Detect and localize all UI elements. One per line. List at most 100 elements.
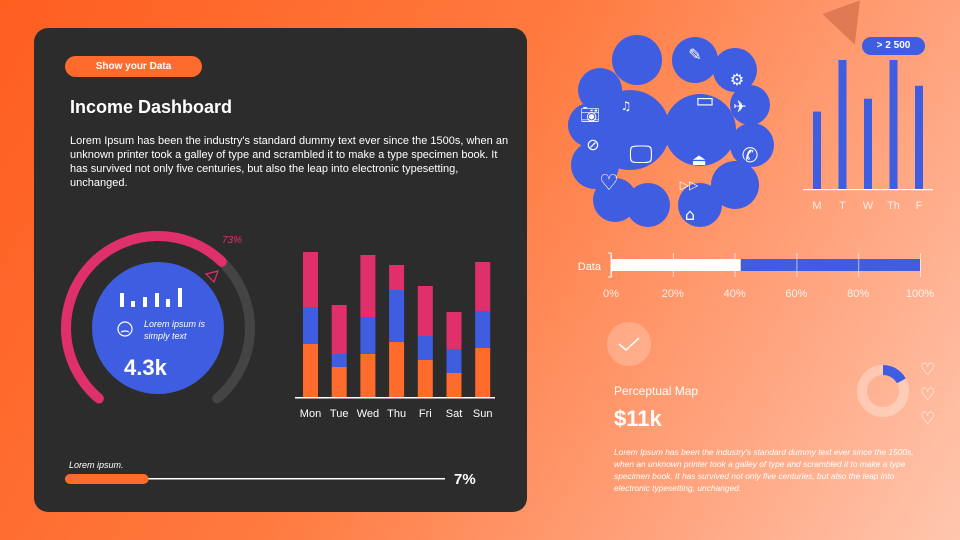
bar-segment xyxy=(389,290,405,342)
bar-segment xyxy=(417,360,433,397)
heart-icon: ♡ xyxy=(599,171,619,196)
gridline xyxy=(858,253,860,277)
gauge-caption-1: Lorem ipsum is xyxy=(144,319,206,329)
x-tick-label: Thu xyxy=(387,408,406,420)
gridline xyxy=(672,253,674,277)
x-tick-label: F xyxy=(916,200,923,212)
page-title: Income Dashboard xyxy=(70,97,233,117)
x-tick-label: 80% xyxy=(847,288,869,300)
x-tick-label: Wed xyxy=(357,408,379,420)
bar-segment xyxy=(303,307,318,344)
x-tick-label: 100% xyxy=(906,288,934,300)
bar-segment xyxy=(331,367,347,397)
x-tick-label: Th xyxy=(887,200,900,212)
heart-icon[interactable]: ♡ xyxy=(920,409,936,428)
bar-segment xyxy=(446,349,462,373)
x-tick-label: 20% xyxy=(662,288,684,300)
progress-value: 7% xyxy=(454,471,476,488)
gauge-marker-icon xyxy=(204,270,219,284)
x-tick-label: 60% xyxy=(785,288,807,300)
bar-segment xyxy=(389,342,405,397)
gauge-center-circle xyxy=(92,262,224,394)
bar xyxy=(889,60,898,189)
gear-icon: ⚙ xyxy=(730,70,744,89)
heart-icon[interactable]: ♡ xyxy=(920,360,936,379)
bar-segment xyxy=(417,336,433,360)
bar-segment xyxy=(360,255,376,317)
bar-segment xyxy=(446,312,462,349)
x-tick-label: 0% xyxy=(603,288,619,300)
heart-icon[interactable]: ♡ xyxy=(920,385,936,404)
home-icon: ⌂ xyxy=(685,205,695,224)
bar-segment xyxy=(475,348,491,397)
threshold-badge: > 2 500 xyxy=(862,37,925,55)
bar-category-label: Data xyxy=(578,261,602,273)
bar-segment xyxy=(360,354,376,397)
gridline xyxy=(796,253,798,277)
check-icon xyxy=(607,322,651,366)
bar xyxy=(813,111,821,189)
camera-icon: 📷︎ xyxy=(580,105,600,124)
progress-fill xyxy=(65,474,149,484)
gauge-big-value: 4.3k xyxy=(124,355,168,380)
forward-icon: ▷▷ xyxy=(680,178,699,192)
gridline xyxy=(734,253,736,277)
x-tick-label: Tue xyxy=(330,408,349,420)
progress-track xyxy=(65,478,445,480)
phone-icon: ✆ xyxy=(742,143,759,167)
bar-fill xyxy=(611,259,741,271)
bar-segment xyxy=(303,252,318,307)
gauge-fill xyxy=(61,231,227,404)
x-tick-label: W xyxy=(863,200,874,212)
airplane-icon: ✈ xyxy=(733,97,746,116)
bar xyxy=(838,60,847,189)
bar-segment xyxy=(446,373,462,397)
x-tick-label: T xyxy=(839,200,846,212)
perceptual-map-title: Perceptual Map xyxy=(614,384,699,398)
chat-icon: ▭ xyxy=(696,88,715,112)
x-tick-label: 40% xyxy=(724,288,746,300)
bar-segment xyxy=(389,265,405,290)
perceptual-map-value: $11k xyxy=(614,406,662,431)
card-description: Lorem Ipsum has been the industry's stan… xyxy=(70,135,509,189)
signal-bars-icon xyxy=(120,288,182,307)
bar xyxy=(864,98,872,189)
x-tick-label: Sun xyxy=(473,408,493,420)
bar-segment xyxy=(303,344,318,397)
gauge-percent-label: 73% xyxy=(222,235,242,246)
bar-segment xyxy=(417,286,433,336)
flask-icon: ⏏ xyxy=(691,150,706,169)
x-tick-label: M xyxy=(812,200,821,212)
bar-segment xyxy=(331,354,347,367)
music-icon: ♫ xyxy=(621,99,632,113)
x-tick-label: Fri xyxy=(419,408,432,420)
pencil-icon: ✎ xyxy=(688,45,701,64)
donut-segment xyxy=(882,365,906,384)
progress-label: Lorem ipsum. xyxy=(69,460,124,470)
gauge-caption-2: simply text xyxy=(144,331,187,341)
show-data-badge: Show your Data xyxy=(65,56,202,77)
gridline xyxy=(920,253,921,277)
compass-icon: ⊘ xyxy=(586,135,599,154)
monitor-icon: 🖵︎ xyxy=(629,140,652,168)
perceptual-map-description: Lorem Ipsum has been the industry's stan… xyxy=(614,447,914,493)
x-axis xyxy=(803,189,933,191)
gridline xyxy=(611,253,612,277)
bar-segment xyxy=(360,317,376,354)
x-axis xyxy=(295,397,495,399)
bar xyxy=(915,85,923,189)
x-tick-label: Sat xyxy=(446,408,463,420)
face-mustache-icon xyxy=(117,321,133,337)
bar-segment xyxy=(331,305,347,354)
bar-segment xyxy=(475,311,491,348)
income-dashboard-card: Show your Data Income Dashboard Lorem Ip… xyxy=(34,28,527,512)
bar-segment xyxy=(475,262,491,311)
bar-rest xyxy=(740,259,920,271)
x-tick-label: Mon xyxy=(300,408,321,420)
